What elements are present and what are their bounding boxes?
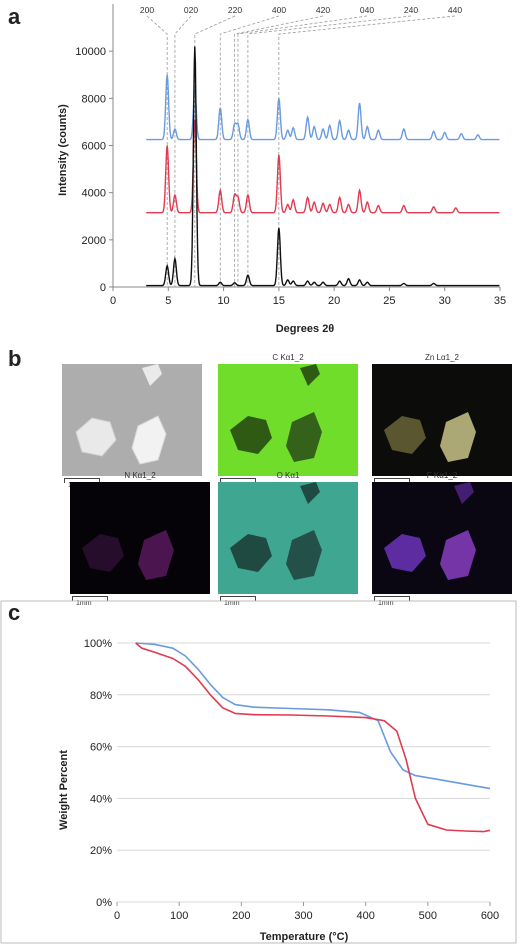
y-tick-label: 2000	[82, 235, 106, 247]
eds-title	[62, 352, 202, 364]
eds-sem-image: 1mm	[62, 352, 202, 490]
x-tick-label: 30	[439, 295, 451, 307]
peak-guide-line	[146, 15, 168, 287]
peak-label: 020	[184, 5, 198, 15]
x-tick-label: 10	[217, 295, 229, 307]
chart-border	[0, 600, 517, 944]
panel-label-b: b	[8, 346, 22, 371]
eds-map-nitrogen: N Kα1_2 1mm	[70, 470, 210, 608]
peak-label: 200	[140, 5, 154, 15]
y-tick-label: 60%	[90, 742, 112, 754]
oxygen-map	[218, 482, 358, 594]
eds-title: C Kα1_2	[272, 353, 304, 362]
eds-title: N Kα1_2	[124, 471, 156, 480]
y-tick-label: 100%	[84, 638, 112, 650]
peak-label: 040	[360, 5, 374, 15]
scale-bar: 1mm	[70, 596, 210, 608]
peak-guide-line	[237, 15, 368, 287]
tga-x-axis-label: Temperature (°C)	[260, 931, 349, 943]
panel-label-a: a	[8, 4, 21, 29]
tga-series-line	[135, 642, 491, 833]
tga-chart: Weight Percent Temperature (°C) 0% 20% 40%…	[0, 600, 517, 944]
y-tick-label: 40%	[90, 793, 112, 805]
peak-guide-line	[234, 15, 324, 287]
x-tick-label: 0	[114, 910, 120, 922]
xrd-series-line	[146, 119, 500, 214]
peak-label: 440	[448, 5, 462, 15]
x-tick-label: 5	[165, 295, 171, 307]
zinc-map	[372, 364, 512, 476]
y-tick-label: 6000	[82, 141, 106, 153]
nitrogen-map	[70, 482, 210, 594]
peak-guide-line	[219, 15, 280, 287]
peak-guide-line	[247, 15, 412, 287]
peak-guide-line	[194, 15, 236, 287]
peak-label: 240	[404, 5, 418, 15]
x-tick-label: 200	[232, 910, 250, 922]
y-tick-label: 10000	[75, 46, 106, 58]
x-tick-label: 35	[494, 295, 506, 307]
eds-title: F Kα1_2	[426, 471, 458, 480]
x-tick-label: 15	[273, 295, 285, 307]
panel-label-c: c	[8, 600, 21, 625]
y-tick-label: 0	[100, 282, 106, 294]
peak-guide-line	[278, 15, 456, 287]
eds-map-carbon: C Kα1_2 1mm	[218, 352, 358, 490]
tga-series-line	[135, 642, 491, 790]
fluorine-map	[372, 482, 512, 594]
peak-label: 400	[272, 5, 286, 15]
x-tick-label: 100	[170, 910, 188, 922]
y-tick-label: 80%	[90, 690, 112, 702]
x-tick-label: 500	[419, 910, 437, 922]
peak-label: 220	[228, 5, 242, 15]
x-tick-label: 0	[110, 295, 116, 307]
y-tick-label: 4000	[82, 188, 106, 200]
eds-title: Zn Lα1_2	[425, 353, 459, 362]
eds-map-oxygen: O Kα1 1mm	[218, 470, 358, 608]
scale-bar: 1mm	[218, 596, 358, 608]
xrd-series-line	[146, 74, 500, 141]
eds-map-fluorine: F Kα1_2 1mm	[372, 470, 512, 608]
xrd-chart: Intensity (counts) Degrees 2θ 0200040006…	[57, 4, 506, 335]
tga-y-axis-label: Weight Percent	[58, 750, 70, 830]
sem-image	[62, 364, 202, 476]
scale-bar: 1mm	[372, 596, 512, 608]
x-tick-label: 400	[356, 910, 374, 922]
x-tick-label: 20	[328, 295, 340, 307]
carbon-map	[218, 364, 358, 476]
xrd-series-line	[146, 46, 500, 287]
xrd-x-axis-label: Degrees 2θ	[276, 323, 335, 335]
x-tick-label: 25	[383, 295, 395, 307]
xrd-y-axis-label: Intensity (counts)	[57, 104, 69, 196]
peak-guide-line	[174, 15, 192, 287]
peak-label: 420	[316, 5, 330, 15]
y-tick-label: 8000	[82, 93, 106, 105]
y-tick-label: 0%	[96, 897, 112, 909]
x-tick-label: 600	[481, 910, 499, 922]
eds-title: O Kα1	[276, 471, 300, 480]
x-tick-label: 300	[294, 910, 312, 922]
y-tick-label: 20%	[90, 845, 112, 857]
